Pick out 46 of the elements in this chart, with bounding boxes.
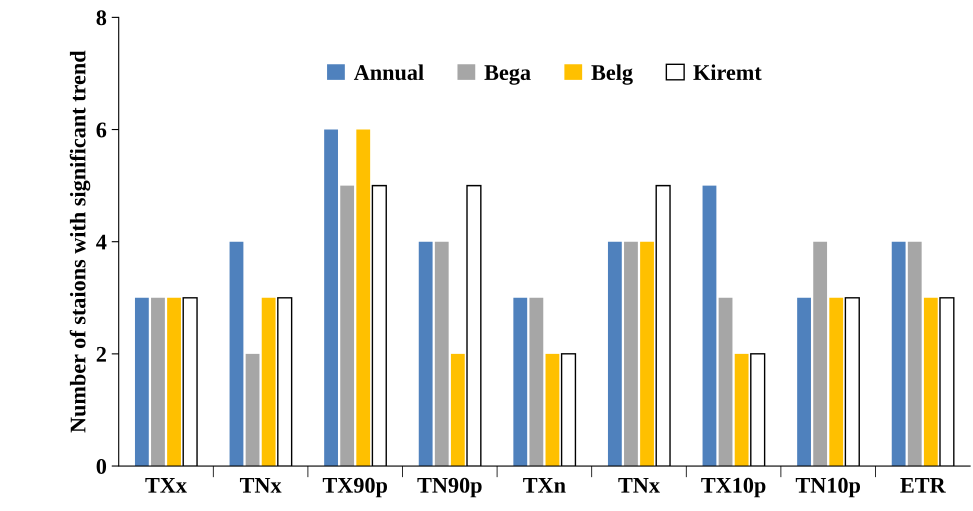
legend-label: Belg [591,64,633,85]
y-axis-title: Number of staions with significant trend [70,50,90,433]
legend-label: Annual [354,64,424,80]
bar [924,298,938,466]
x-tick-label: TN90p [417,478,482,498]
x-tick-label: ETR [900,478,946,493]
bar [702,186,716,466]
x-tick-label: TNx [618,478,660,493]
x-tick-label: TN10p [796,478,860,498]
bar [340,186,354,466]
bar [813,242,828,466]
bar [892,242,906,466]
bar [151,298,165,466]
bar [513,298,528,466]
y-tick-label: 2 [96,346,106,362]
bar [908,242,922,466]
bar [418,242,433,466]
bar [356,130,370,466]
bar [450,354,465,466]
legend-label: Bega [484,65,531,85]
bar [640,242,654,466]
bar [134,298,149,466]
bar [624,242,638,466]
bar [246,354,260,466]
x-tick-label: TNx [240,478,282,493]
bar [434,242,449,466]
legend-label: Kiremt [693,64,762,80]
bar [734,354,749,466]
bar [529,298,544,466]
bar [324,130,338,466]
x-tick-label: TXx [145,478,187,493]
bar [546,354,560,466]
x-tick-label: TXn [523,478,566,493]
bar [829,298,844,466]
bar [262,298,276,466]
bar [718,298,732,466]
y-tick-label: 6 [96,122,106,138]
bar [608,242,622,466]
x-tick-label: TX10p [701,478,766,498]
y-tick-label: 8 [96,10,106,26]
bar [167,298,181,466]
y-tick-label: 4 [96,234,106,250]
bar [797,298,811,466]
y-tick-label: 0 [96,458,106,474]
x-tick-label: TX90p [322,478,388,498]
bar [230,242,244,466]
